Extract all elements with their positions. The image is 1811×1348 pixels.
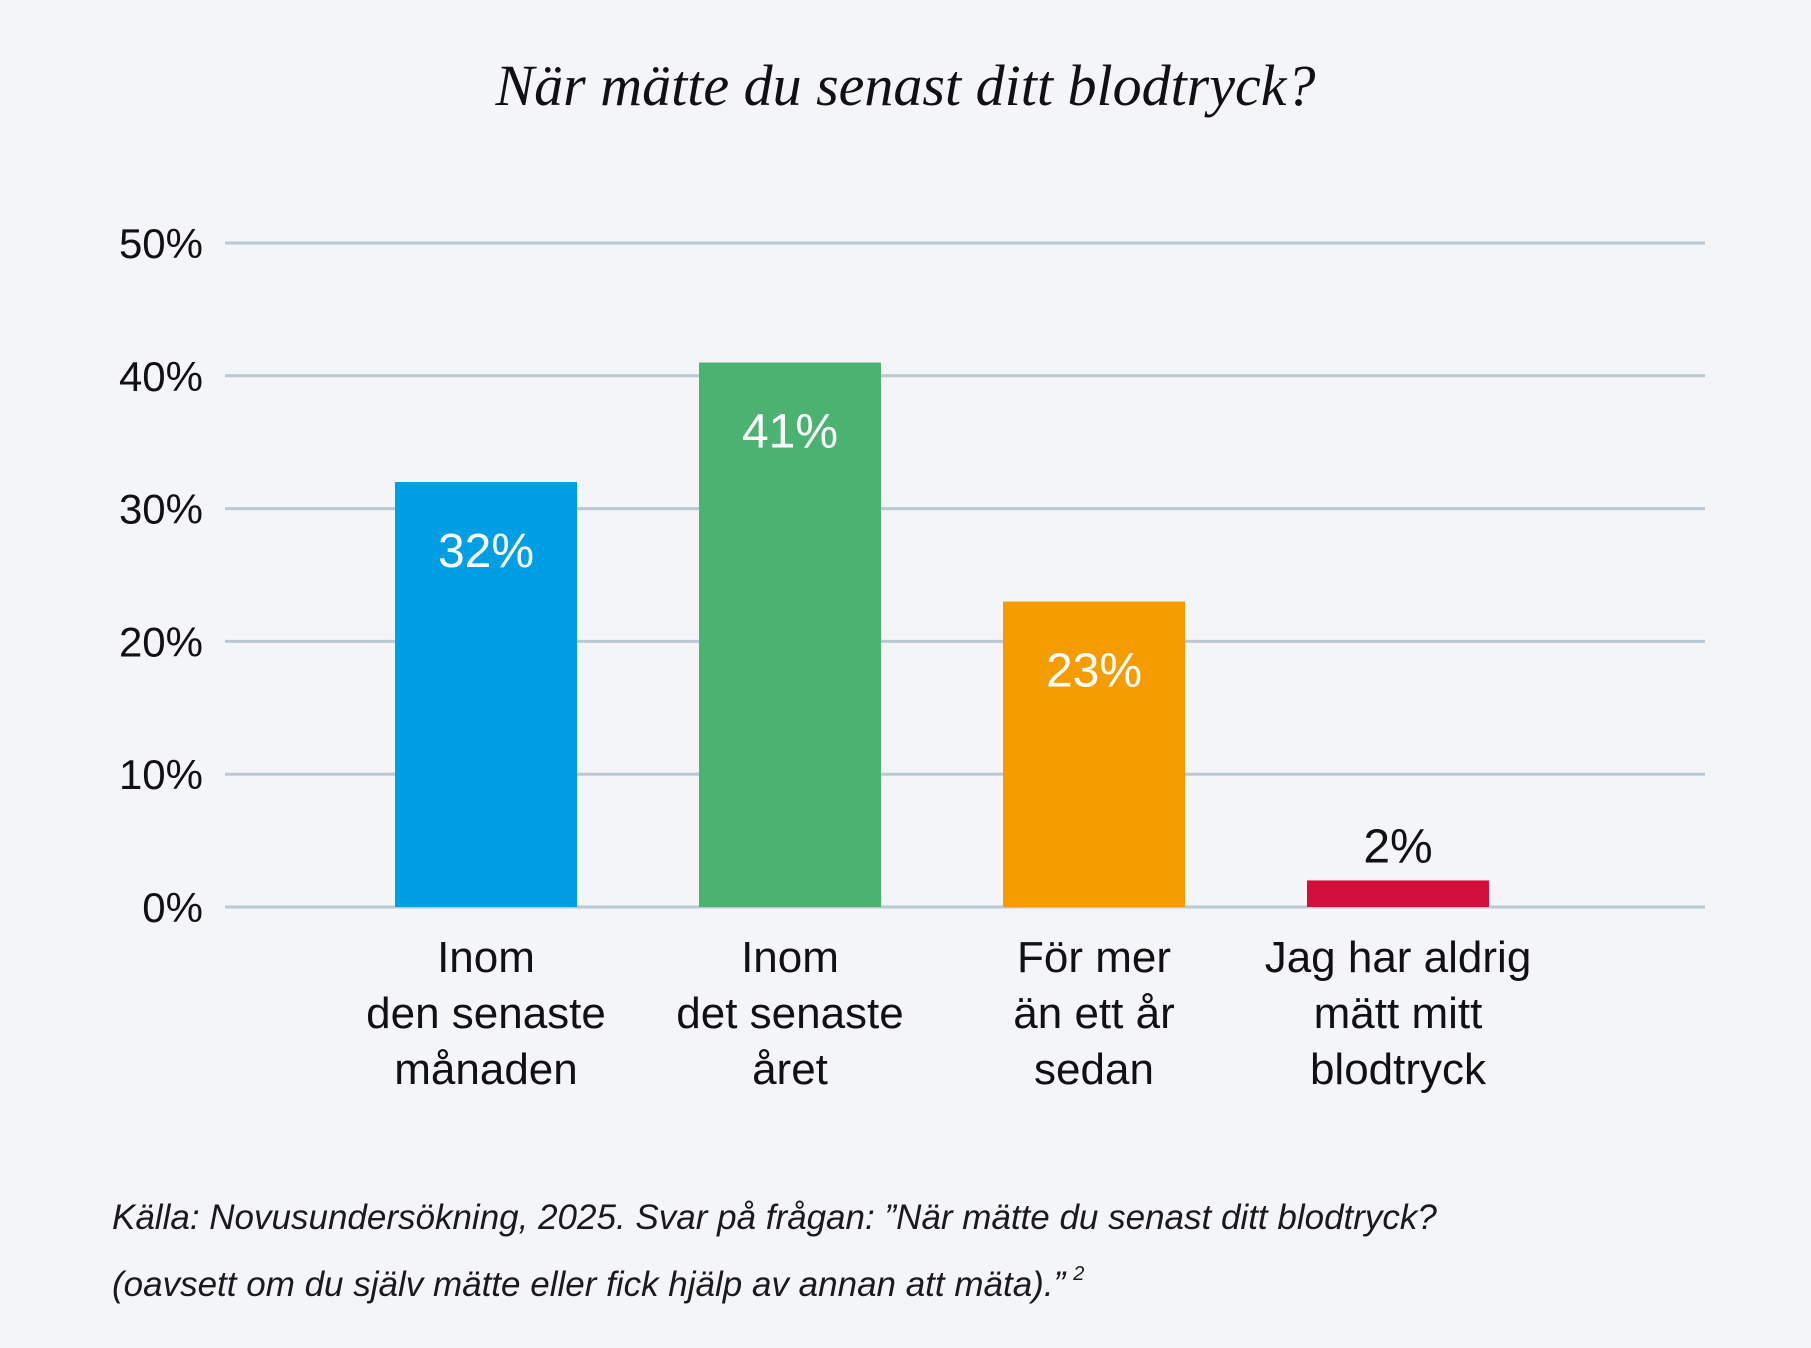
category-label: Inom den senaste månaden — [366, 933, 606, 1094]
y-tick-label: 20% — [119, 618, 203, 665]
y-tick-label: 30% — [119, 486, 203, 533]
y-tick-label: 10% — [119, 751, 203, 798]
bar-value-label: 32% — [438, 525, 534, 578]
bar-value-label: 23% — [1046, 645, 1142, 698]
category-labels: Inom den senaste månaden Inom det senaste åre… — [366, 933, 1531, 1094]
footnote-ref: 2 — [1073, 1263, 1085, 1285]
y-tick-label: 40% — [119, 353, 203, 400]
bar — [1307, 880, 1489, 907]
source-line-2-text: (oavsett om du själv mätte eller fick hj… — [112, 1265, 1066, 1304]
bar — [395, 482, 577, 907]
category-label: För mer än ett år sedan — [1013, 933, 1174, 1094]
chart-title: När mätte du senast ditt blodtryck? — [495, 53, 1316, 118]
source-line-2: (oavsett om du själv mätte eller fick hj… — [112, 1246, 1762, 1313]
category-label: Inom det senaste året — [676, 933, 904, 1094]
y-tick-label: 50% — [119, 220, 203, 267]
y-axis-tick-labels: 0% 10% 20% 30% 40% 50% — [119, 220, 203, 931]
source-line-1: Källa: Novusundersökning, 2025. Svar på … — [112, 1198, 1437, 1237]
bar — [1003, 601, 1185, 907]
y-tick-label: 0% — [142, 884, 203, 931]
source-note: Källa: Novusundersökning, 2025. Svar på … — [112, 1190, 1762, 1313]
bars — [395, 362, 1489, 907]
bar-value-labels: 32% 41% 23% 2% — [438, 406, 1433, 874]
category-label: Jag har aldrig mätt mitt blodtryck — [1265, 933, 1532, 1094]
bar — [699, 362, 881, 907]
bar-value-label: 2% — [1363, 820, 1432, 873]
bar-value-label: 41% — [742, 406, 838, 459]
